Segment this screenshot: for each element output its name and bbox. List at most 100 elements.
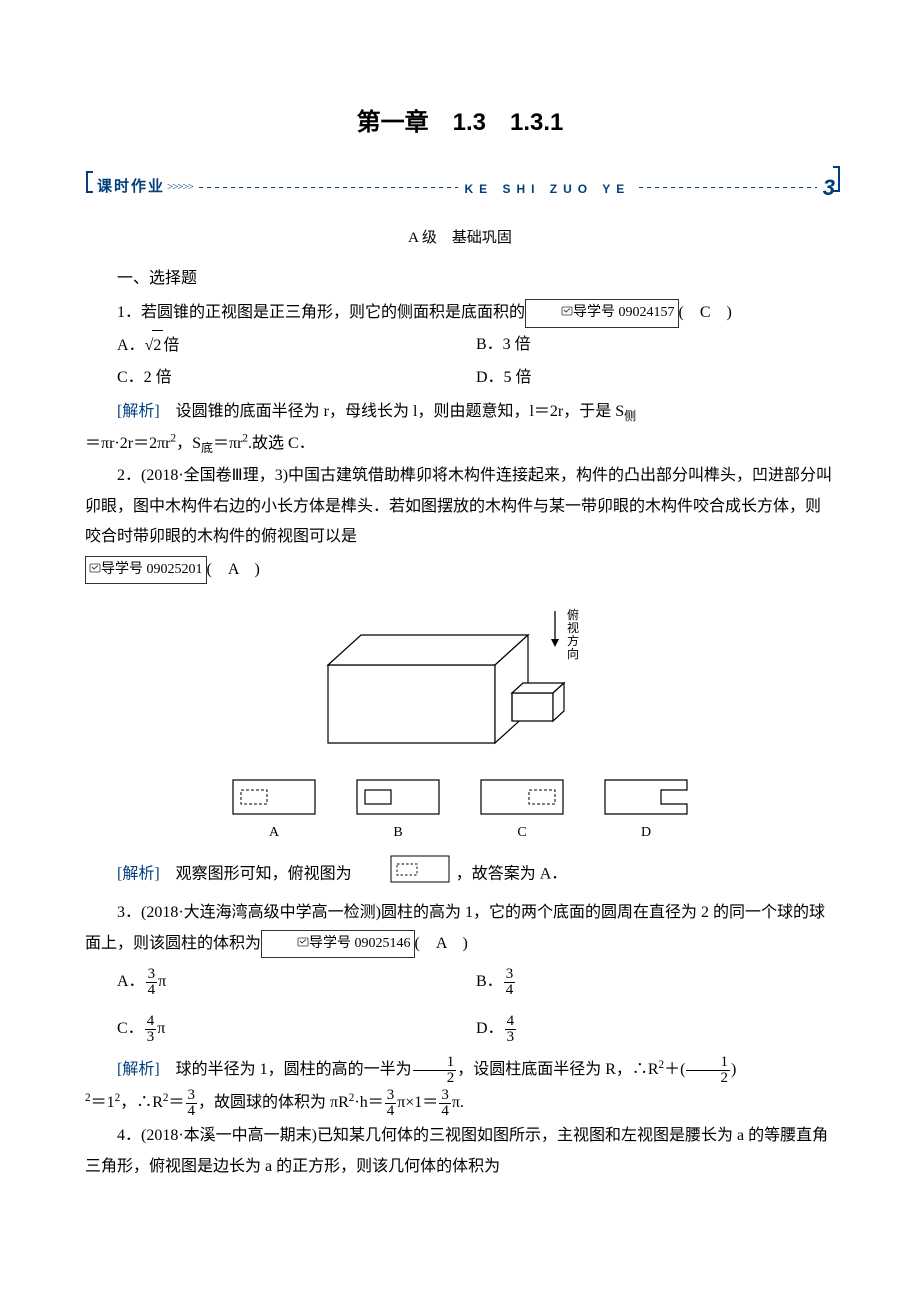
- q3-ref-text: 导学号 09025146: [309, 936, 411, 951]
- banner-dashed-line: KE SHI ZUO YE: [199, 187, 817, 188]
- banner-label: 课时作业: [95, 173, 167, 202]
- q2-analysis-after: ，故答案为 A．: [456, 865, 568, 882]
- banner-page-number: 3: [817, 167, 835, 209]
- q3-c-suffix: π: [157, 1020, 165, 1037]
- q1-ana-2c: ＝πr: [213, 435, 242, 452]
- q1-analysis-cont: ＝πr·2r＝2πr2，S底＝πr2.故选 C．: [85, 429, 835, 459]
- q2-source: (2018·全国卷Ⅲ理，3): [141, 467, 288, 484]
- num: 3: [186, 1088, 198, 1104]
- guide-icon: [89, 562, 101, 574]
- den: 2: [686, 1071, 730, 1086]
- fraction: 34: [385, 1088, 397, 1119]
- q2-inline-figure: [356, 853, 452, 896]
- q1-option-b: B．3 倍: [476, 329, 835, 362]
- num: 3: [385, 1088, 397, 1104]
- q3-a-prefix: A．: [117, 973, 145, 990]
- arrow-label-3: 方: [567, 633, 579, 648]
- q3-ana-2g: π.: [452, 1094, 464, 1111]
- q3-source: (2018·大连海湾高级中学高一检测): [141, 904, 381, 921]
- q1-sub-side: 侧: [624, 409, 636, 423]
- analysis-label: [解析]: [117, 403, 160, 420]
- q2-reference-box: 导学号 09025201: [85, 556, 207, 585]
- level-subtitle: 基础巩固: [452, 230, 512, 246]
- question-2: 2．(2018·全国卷Ⅲ理，3)中国古建筑借助榫卯将木构件连接起来，构件的凸出部…: [85, 461, 835, 552]
- q2-ref-text: 导学号 09025201: [101, 562, 203, 577]
- q2-analysis: [解析] 观察图形可知，俯视图为，故答案为 A．: [85, 853, 835, 896]
- q1-a-suffix: 倍: [163, 337, 179, 354]
- q3-ana-2e: ·h＝: [354, 1094, 383, 1111]
- arrow-label-4: 向: [567, 646, 579, 661]
- banner-right-bracket: [831, 165, 841, 207]
- question-4: 4．(2018·本溪一中高一期末)已知某几何体的三视图如图所示，主视图和左视图是…: [85, 1121, 835, 1182]
- opt-c-label: C: [517, 825, 526, 840]
- fraction: 12: [686, 1055, 730, 1086]
- q3-option-a: A．34π: [117, 959, 476, 1006]
- q3-ana-2a: ＝1: [91, 1094, 115, 1111]
- q1-option-a: A．√2倍: [117, 329, 476, 362]
- fraction: 12: [413, 1055, 457, 1086]
- q1-number: 1．: [117, 304, 141, 321]
- fraction: 34: [504, 967, 516, 998]
- q3-a-suffix: π: [158, 973, 166, 990]
- tenon-3d-diagram: 俯 视 方 向: [295, 603, 625, 753]
- q3-analysis: [解析] 球的半径为 1，圆柱的高的一半为12，设圆柱底面半径为 R，∴R2＋(…: [85, 1055, 835, 1086]
- sqrt-symbol: 2: [152, 330, 163, 361]
- q1-option-c: C．2 倍: [117, 362, 476, 394]
- q1-sub-base: 底: [201, 441, 213, 455]
- opt-a-label: A: [269, 825, 279, 840]
- fraction: 34: [146, 967, 158, 998]
- q3-option-d: D．43: [476, 1006, 835, 1053]
- banner-left-bracket: [85, 170, 95, 205]
- q2-answer-paren: ( A ): [207, 561, 260, 578]
- guide-icon: [561, 305, 573, 317]
- q1-ana-2a: ＝πr·2r＝2πr: [85, 435, 170, 452]
- q3-number: 3．: [117, 904, 141, 921]
- num: 3: [504, 967, 516, 983]
- q1-ref-text: 导学号 09024157: [573, 305, 675, 320]
- den: 3: [505, 1030, 517, 1045]
- q3-option-b: B．34: [476, 959, 835, 1006]
- q2-main-figure: 俯 视 方 向: [85, 603, 835, 764]
- question-3: 3．(2018·大连海湾高级中学高一检测)圆柱的高为 1，它的两个底面的圆周在直…: [85, 898, 835, 959]
- section-1-heading: 一、选择题: [85, 264, 835, 294]
- num: 4: [145, 1014, 157, 1030]
- num: 4: [505, 1014, 517, 1030]
- den: 4: [439, 1104, 451, 1119]
- q3-b-prefix: B．: [476, 973, 503, 990]
- banner-arrows-icon: >>>>>: [167, 177, 199, 198]
- q4-number: 4．: [117, 1127, 141, 1144]
- num: 1: [413, 1055, 457, 1071]
- den: 4: [186, 1104, 198, 1119]
- fraction: 34: [186, 1088, 198, 1119]
- q3-d-prefix: D．: [476, 1020, 504, 1037]
- q3-ana-2c: ＝: [168, 1094, 184, 1111]
- q1-analysis-text-1: 设圆锥的底面半径为 r，母线长为 l，则由题意知，l＝2r，于是 S侧: [160, 403, 636, 420]
- den: 4: [385, 1104, 397, 1119]
- den: 4: [504, 983, 516, 998]
- q4-source: (2018·本溪一中高一期末): [141, 1127, 317, 1144]
- q3-analysis-cont: 2＝12，∴R2＝34，故圆球的体积为 πR2·h＝34π×1＝34π.: [85, 1088, 835, 1119]
- q3-answer: A: [436, 935, 447, 952]
- den: 2: [413, 1071, 457, 1086]
- q2-number: 2．: [117, 467, 141, 484]
- q2-fig-opt-c: C: [477, 776, 567, 847]
- num: 3: [146, 967, 158, 983]
- analysis-label: [解析]: [117, 1061, 160, 1078]
- q3-ana-2f: π×1＝: [397, 1094, 438, 1111]
- q1-a-prefix: A．: [117, 337, 145, 354]
- q1-answer-paren: ( C ): [679, 304, 732, 321]
- chapter-title: 第一章 1.3 1.3.1: [85, 100, 835, 146]
- fraction: 43: [145, 1014, 157, 1045]
- q1-options: A．√2倍 B．3 倍 C．2 倍 D．5 倍: [85, 329, 835, 395]
- q1-answer: C: [700, 304, 711, 321]
- fraction: 43: [505, 1014, 517, 1045]
- q3-reference-box: 导学号 09025146: [261, 930, 415, 959]
- q3-answer-paren: ( A ): [415, 935, 468, 952]
- q3-ana-1b: ，设圆柱底面半径为 R，∴R: [457, 1061, 658, 1078]
- q1-option-d: D．5 倍: [476, 362, 835, 394]
- q3-ana-1c: ＋(: [664, 1061, 685, 1078]
- opt-b-label: B: [393, 825, 402, 840]
- den: 4: [146, 983, 158, 998]
- q3-options: A．34π B．34 C．43π D．43: [85, 959, 835, 1053]
- level-label: A 级: [408, 230, 437, 246]
